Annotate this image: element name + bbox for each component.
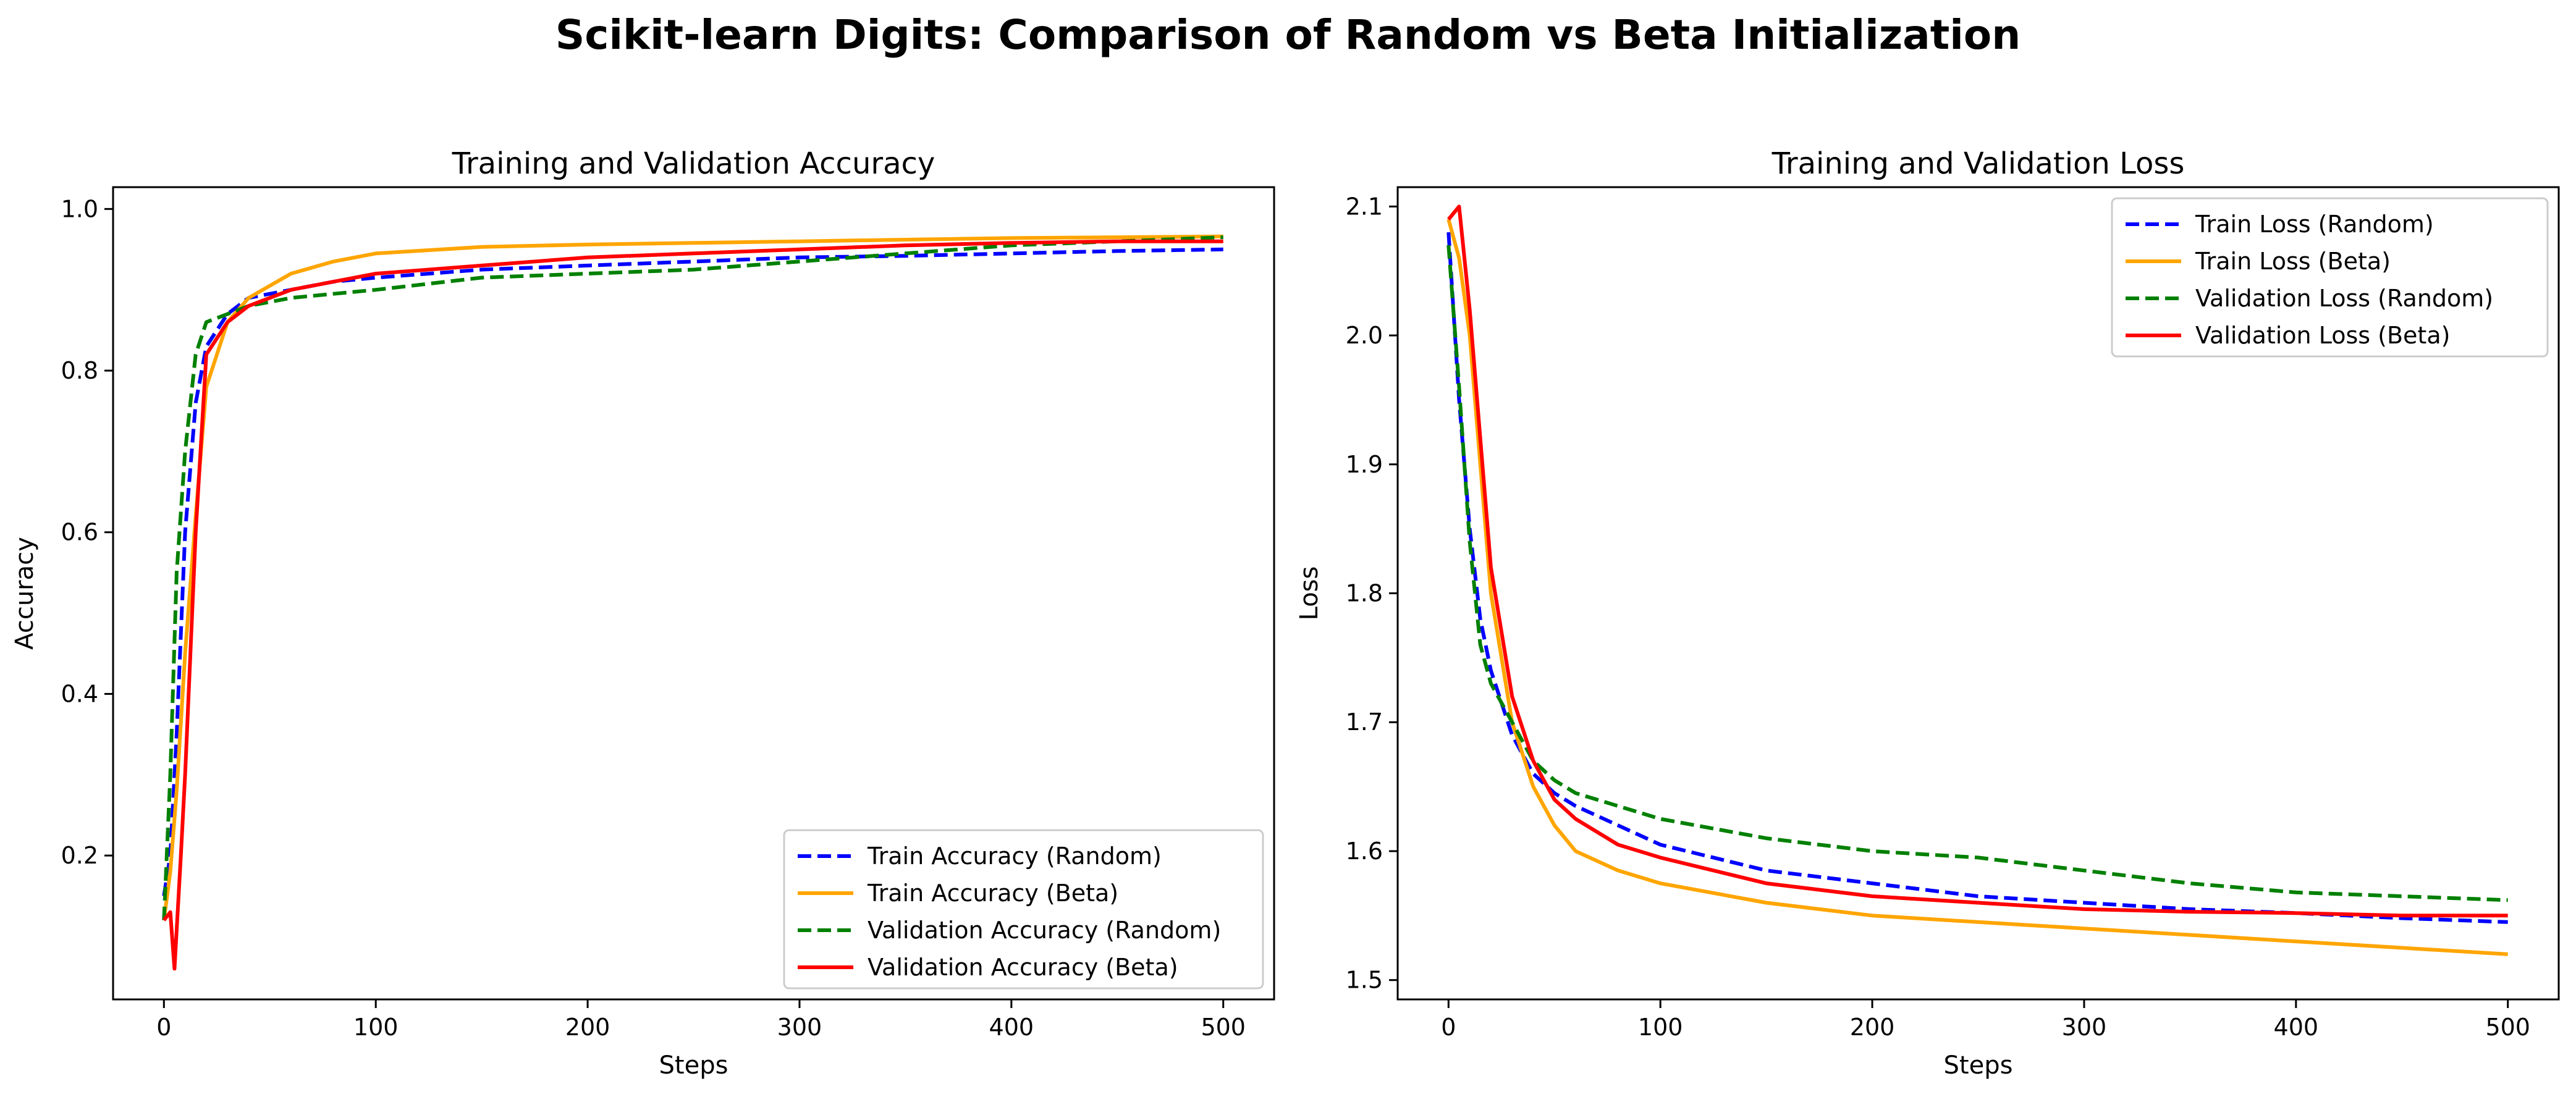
legend-label: Validation Loss (Beta) bbox=[2195, 322, 2450, 349]
legend: Train Accuracy (Random) Train Accuracy (B… bbox=[783, 829, 1264, 990]
y-tick-label: 1.5 bbox=[1346, 967, 1383, 994]
legend-label: Validation Loss (Random) bbox=[2195, 285, 2493, 312]
y-tick-label: 1.6 bbox=[1346, 838, 1383, 865]
y-tick-label: 2.1 bbox=[1346, 193, 1383, 220]
plot-frame bbox=[112, 186, 1275, 1001]
subplot-title: Training and Validation Loss bbox=[1772, 146, 2185, 181]
series-line-1 bbox=[162, 247, 1223, 896]
x-axis-label: Steps bbox=[1944, 1051, 2013, 1080]
accuracy-subplot: Training and Validation Accuracy 0 100 200 3… bbox=[11, 146, 1275, 1080]
y-tick-label: 0.4 bbox=[61, 680, 98, 707]
series-line-4 bbox=[162, 239, 1223, 971]
x-tick-label: 0 bbox=[156, 1014, 171, 1041]
series-line-4 bbox=[1446, 204, 2508, 918]
x-axis-label: Steps bbox=[659, 1051, 728, 1080]
x-tick-label: 0 bbox=[1441, 1014, 1456, 1041]
y-axis-label: Accuracy bbox=[11, 537, 39, 650]
x-tick-label: 300 bbox=[777, 1014, 822, 1041]
series-line-3 bbox=[1446, 245, 2508, 902]
y-tick-label: 0.2 bbox=[61, 842, 98, 869]
y-tick-label: 0.8 bbox=[61, 357, 98, 384]
x-tick-label: 400 bbox=[2274, 1014, 2319, 1041]
y-tick-label: 0.6 bbox=[61, 519, 98, 546]
y-tick-label: 2.0 bbox=[1346, 322, 1383, 349]
legend-box bbox=[2111, 197, 2549, 358]
series-line-2 bbox=[1446, 219, 2508, 956]
x-tick-label: 200 bbox=[1850, 1014, 1895, 1041]
loss-subplot: Training and Validation Loss 0 100 200 300 40… bbox=[1295, 146, 2560, 1080]
y-tick-label: 1.8 bbox=[1346, 580, 1383, 607]
y-tick-label: 1.9 bbox=[1346, 451, 1383, 478]
x-tick-label: 400 bbox=[989, 1014, 1034, 1041]
legend-label: Train Loss (Random) bbox=[2195, 211, 2434, 238]
figure-title: Scikit-learn Digits: Comparison of Rando… bbox=[555, 11, 2021, 59]
x-tick-label: 300 bbox=[2062, 1014, 2107, 1041]
legend-label: Validation Accuracy (Beta) bbox=[868, 954, 1178, 981]
legend-box bbox=[783, 829, 1264, 990]
series-line-3 bbox=[162, 235, 1223, 920]
y-axis-label: Loss bbox=[1295, 566, 1324, 621]
y-tick-label: 1.0 bbox=[61, 195, 98, 222]
x-tick-label: 500 bbox=[1201, 1014, 1246, 1041]
legend: Train Loss (Random) Train Loss (Beta) Vali… bbox=[2111, 197, 2549, 358]
legend-label: Validation Accuracy (Random) bbox=[868, 917, 1221, 944]
series-line-2 bbox=[162, 234, 1223, 921]
x-tick-label: 100 bbox=[353, 1014, 399, 1041]
y-tick-label: 1.7 bbox=[1346, 708, 1383, 736]
legend-label: Train Accuracy (Beta) bbox=[867, 880, 1118, 907]
subplot-title: Training and Validation Accuracy bbox=[452, 146, 935, 181]
legend-label: Train Loss (Beta) bbox=[2195, 248, 2391, 275]
legend-label: Train Accuracy (Random) bbox=[867, 843, 1162, 870]
x-tick-label: 100 bbox=[1638, 1014, 1683, 1041]
series-line-1 bbox=[1446, 232, 2508, 924]
x-tick-label: 500 bbox=[2485, 1014, 2530, 1041]
x-tick-label: 200 bbox=[565, 1014, 610, 1041]
